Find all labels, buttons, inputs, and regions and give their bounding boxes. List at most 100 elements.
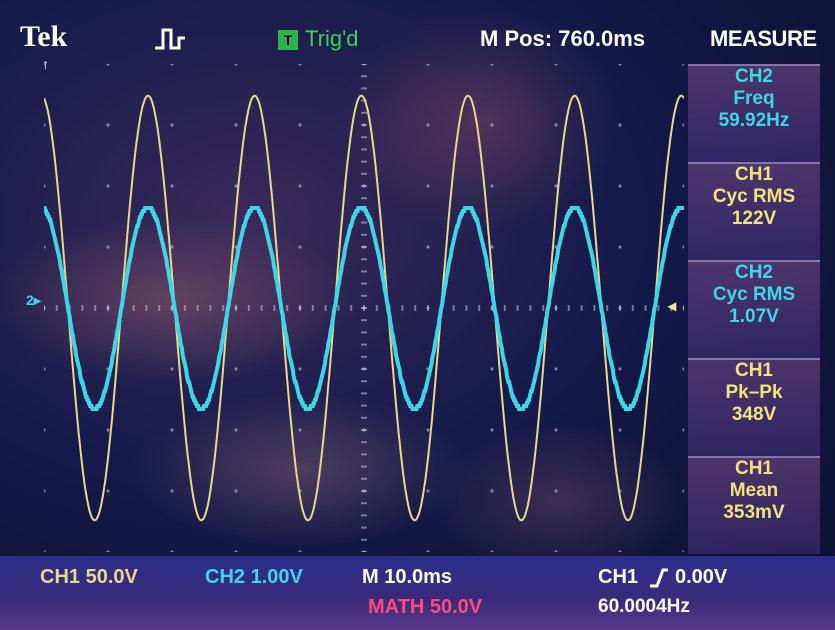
measure-channel: CH2 [734, 262, 773, 283]
graticule-tick [606, 305, 609, 311]
graticule-tick [361, 429, 367, 431]
math-scale[interactable]: MATH 50.0V [368, 596, 483, 618]
brand-logo: Tek [20, 20, 68, 53]
graticule-dot [44, 489, 46, 493]
measure-channel: CH1 [734, 164, 773, 185]
graticule-dot [490, 184, 494, 188]
graticule-tick [361, 416, 367, 419]
graticule-tick [361, 392, 367, 395]
graticule-dot [682, 489, 684, 493]
graticule-tick [631, 305, 634, 311]
graticule-tick [503, 305, 506, 311]
graticule-dot [170, 367, 174, 371]
measure-slot-5[interactable]: CH1 Mean 353mV [688, 456, 820, 554]
measure-channel: CH1 [734, 458, 773, 479]
graticule-dot [106, 64, 110, 66]
ch1-scale[interactable]: CH1 50.0V [40, 566, 138, 588]
measure-menu-title[interactable]: MEASURE [710, 26, 817, 51]
measure-channel: CH2 [734, 66, 773, 87]
trigger-level[interactable]: 0.00V [675, 566, 728, 588]
graticule-tick [361, 526, 367, 529]
measure-slot-4[interactable]: CH1 Pk–Pk 348V [688, 358, 820, 456]
measure-type: Pk–Pk [725, 382, 783, 403]
trigger-status: Trig'd [305, 26, 359, 51]
graticule-dot [618, 184, 622, 188]
measure-value: 348V [731, 404, 777, 425]
graticule-tick [361, 294, 367, 297]
graticule-dot [426, 428, 430, 432]
graticule-tick [361, 380, 367, 383]
graticule-tick [361, 75, 367, 78]
graticule-tick [286, 305, 289, 311]
graticule-tick [593, 305, 596, 311]
graticule-tick [171, 305, 173, 311]
status-bar: CH1 50.0V CH2 1.00V M 10.0ms MATH 50.0V … [0, 556, 835, 630]
graticule-dot [44, 123, 46, 127]
graticule-dot [44, 550, 46, 552]
graticule-dot [682, 428, 684, 432]
graticule-dot [106, 550, 110, 552]
graticule-dot [170, 550, 174, 552]
graticule-dot [170, 123, 174, 127]
graticule-dot [426, 245, 430, 249]
measure-channel: CH1 [734, 360, 773, 381]
measure-value: 353mV [723, 502, 785, 523]
graticule-tick [657, 305, 660, 311]
graticule-dot [234, 64, 238, 66]
graticule-tick [81, 305, 84, 311]
graticule-tick [375, 305, 378, 311]
graticule-tick [361, 477, 367, 480]
graticule-dot [682, 184, 684, 188]
graticule-tick [452, 305, 455, 311]
trigger-level-marker: ◂ [668, 298, 677, 315]
trigger-source[interactable]: CH1 [598, 566, 639, 588]
graticule-dot [618, 123, 622, 127]
graticule-dot [490, 64, 494, 66]
graticule-tick [555, 305, 557, 311]
graticule-tick [311, 305, 314, 311]
measure-slot-1[interactable]: CH2 Freq 59.92Hz [688, 64, 820, 162]
ch2-ground-marker: 2▸ [26, 292, 41, 308]
graticule-dot [234, 428, 238, 432]
graticule-tick [361, 368, 367, 370]
graticule-dot [682, 367, 684, 371]
graticule-dot [44, 184, 46, 188]
graticule-tick [567, 305, 570, 311]
graticule-tick [107, 305, 109, 311]
measure-slot-2[interactable]: CH1 Cyc RMS 122V [688, 162, 820, 260]
graticule-dot [682, 123, 684, 127]
graticule-tick [670, 305, 673, 311]
graticule-dot [44, 428, 46, 432]
ch2-scale[interactable]: CH2 1.00V [205, 566, 303, 588]
graticule-tick [427, 305, 429, 311]
graticule-tick [273, 305, 276, 311]
graticule-dot [618, 550, 622, 552]
measure-type: Freq [733, 88, 775, 109]
graticule-tick [145, 305, 148, 311]
graticule-dot [106, 184, 110, 188]
measure-value: 1.07V [729, 306, 779, 327]
graticule-tick [361, 538, 367, 541]
graticule-tick [361, 197, 367, 200]
graticule-tick [222, 305, 225, 311]
measure-slot-3[interactable]: CH2 Cyc RMS 1.07V [688, 260, 820, 358]
graticule-dot [490, 367, 494, 371]
graticule-tick [361, 331, 367, 334]
timebase[interactable]: M 10.0ms [362, 566, 453, 588]
graticule-dot [490, 123, 494, 127]
graticule-dot [298, 428, 302, 432]
graticule-dot [298, 64, 302, 66]
graticule-tick [361, 185, 367, 187]
graticule-dot [170, 489, 174, 493]
measure-value: 59.92Hz [718, 110, 790, 131]
graticule-tick [361, 514, 367, 517]
graticule-tick [361, 319, 367, 322]
graticule-tick [55, 305, 58, 311]
graticule-tick [361, 490, 367, 492]
graticule-dot [490, 428, 494, 432]
graticule-dot [44, 64, 46, 66]
graticule-dot [426, 184, 430, 188]
graticule-tick [683, 305, 684, 311]
graticule-dot [298, 184, 302, 188]
